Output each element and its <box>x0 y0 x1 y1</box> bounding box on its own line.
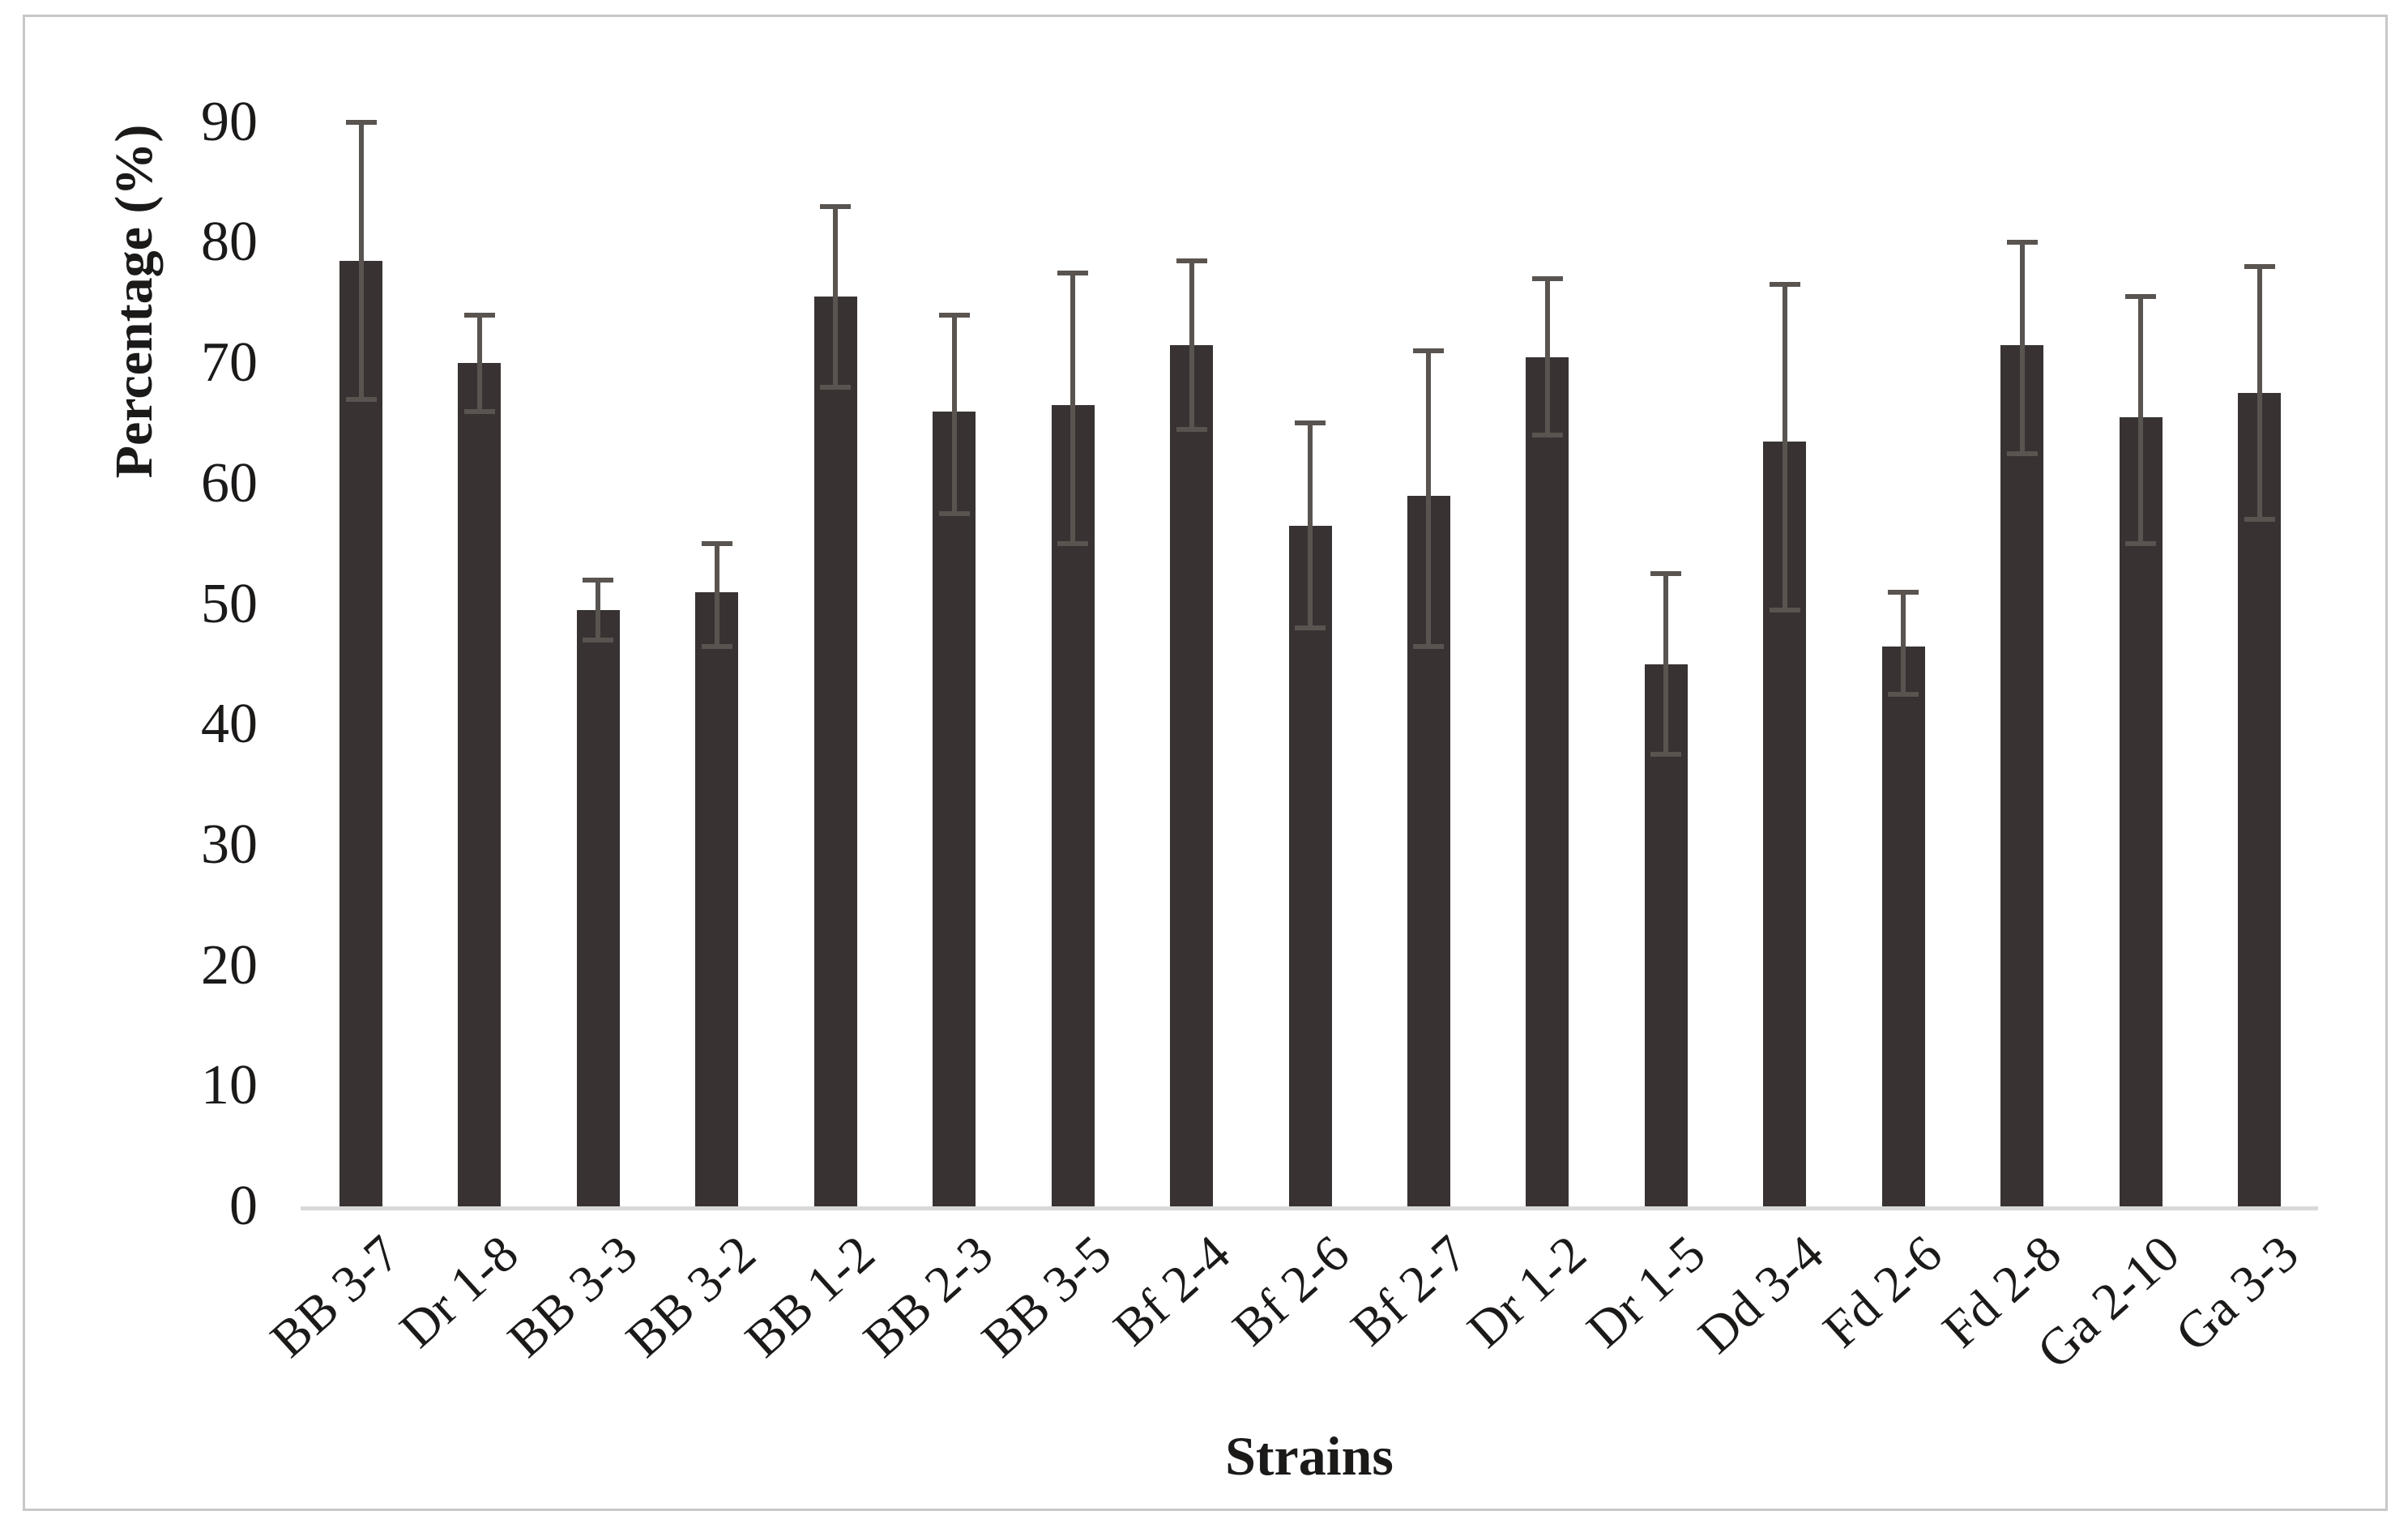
y-tick-label: 70 <box>201 331 258 395</box>
error-bar-cap <box>2006 240 2038 245</box>
error-bar-cap <box>345 396 377 402</box>
error-bar-cap <box>2125 541 2157 547</box>
error-bar-cap <box>463 408 495 414</box>
error-bar <box>1189 260 1194 429</box>
error-bar-cap <box>463 312 495 318</box>
error-bar <box>2138 297 2144 544</box>
bar <box>339 260 382 1206</box>
error-bar <box>1426 351 1432 647</box>
error-bar-cap <box>1413 643 1445 649</box>
error-bar <box>1782 284 1787 610</box>
y-tick-label: 30 <box>201 813 258 876</box>
error-bar-cap <box>820 384 852 390</box>
error-bar-cap <box>1176 258 1207 263</box>
error-bar <box>1901 591 1906 695</box>
error-bar-cap <box>2006 450 2038 456</box>
error-bar-cap <box>701 643 732 649</box>
error-bar-cap <box>583 638 614 643</box>
error-bar <box>951 314 957 514</box>
error-bar-cap <box>1413 348 1445 354</box>
bar <box>695 591 739 1206</box>
error-bar-cap <box>2125 294 2157 300</box>
error-bar <box>476 314 482 412</box>
error-bar-cap <box>1057 541 1089 547</box>
error-bar-cap <box>1531 433 1563 438</box>
error-bar <box>596 579 601 641</box>
bar <box>1526 356 1569 1206</box>
error-bar <box>1070 272 1076 544</box>
y-tick-label: 0 <box>229 1175 258 1237</box>
bar <box>2238 393 2282 1206</box>
error-bar <box>2256 267 2262 520</box>
error-bar-cap <box>2244 517 2275 523</box>
y-tick-label: 50 <box>201 572 258 635</box>
error-bar <box>1544 279 1550 436</box>
error-bar-cap <box>1769 607 1800 612</box>
bar <box>933 411 976 1206</box>
bar <box>2000 344 2044 1206</box>
error-bar-cap <box>1650 752 1682 758</box>
bar <box>1170 344 1214 1206</box>
error-bar-cap <box>1295 625 1326 631</box>
y-tick-label: 60 <box>201 451 258 514</box>
error-bar <box>2019 242 2025 454</box>
x-axis-title: Strains <box>1225 1425 1394 1487</box>
y-tick-label: 40 <box>201 693 258 756</box>
error-bar-cap <box>820 203 852 209</box>
error-bar <box>358 122 364 399</box>
error-bar-cap <box>583 577 614 583</box>
error-bar-cap <box>1176 426 1207 432</box>
error-bar-cap <box>938 312 970 318</box>
error-bar-cap <box>938 510 970 516</box>
bar <box>1288 525 1332 1206</box>
bar <box>813 297 857 1206</box>
x-axis-line <box>301 1206 2318 1210</box>
error-bar-cap <box>1769 282 1800 288</box>
y-tick-label: 10 <box>201 1054 258 1117</box>
error-bar-cap <box>1531 276 1563 281</box>
error-bar <box>1308 423 1313 629</box>
error-bar <box>833 206 839 387</box>
error-bar-cap <box>345 119 377 125</box>
error-bar-cap <box>1888 589 1919 595</box>
bar <box>458 363 502 1206</box>
error-bar-cap <box>1888 692 1919 698</box>
error-bar-cap <box>701 541 732 547</box>
error-bar <box>1663 574 1669 755</box>
error-bar <box>714 544 719 647</box>
y-tick-label: 90 <box>201 90 258 153</box>
error-bar-cap <box>1295 420 1326 426</box>
error-bar-cap <box>1057 270 1089 275</box>
y-tick-label: 20 <box>201 933 258 997</box>
y-axis-title: Percentage (%) <box>105 124 164 479</box>
error-bar-cap <box>1650 571 1682 577</box>
bar <box>576 609 620 1206</box>
bar <box>2119 417 2163 1206</box>
error-bar-cap <box>2244 264 2275 270</box>
bar <box>1881 646 1925 1206</box>
y-tick-label: 80 <box>201 211 258 274</box>
